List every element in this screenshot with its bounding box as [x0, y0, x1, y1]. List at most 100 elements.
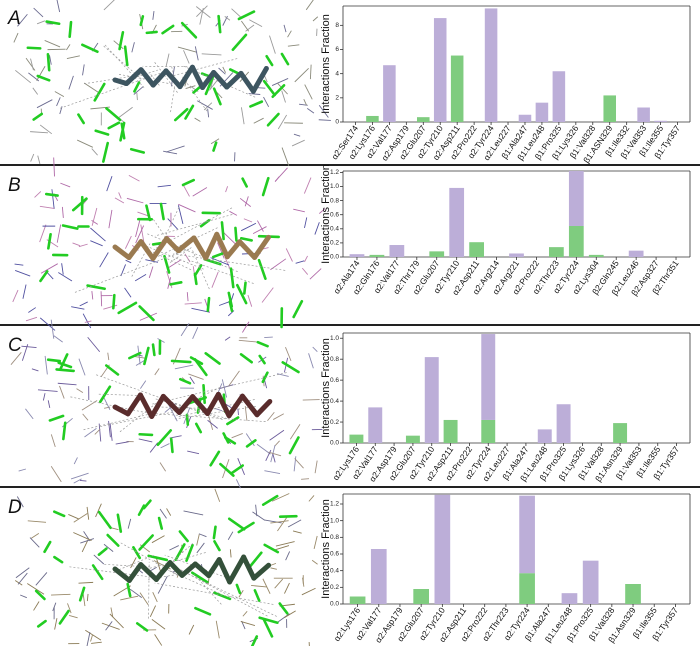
residue-bond	[86, 284, 106, 291]
y-tick-label: 0.2	[330, 240, 339, 247]
molecule-bond	[178, 203, 196, 213]
residue-bond	[145, 30, 158, 35]
residue-bond	[253, 589, 261, 602]
molecule-bond	[134, 356, 146, 359]
residue-bond	[261, 176, 270, 197]
molecule-bond	[252, 226, 267, 234]
residue-bond	[212, 141, 218, 152]
molecule-bond	[257, 87, 266, 89]
ligand-bond	[254, 398, 273, 418]
residue-bond	[77, 113, 85, 125]
molecule-bond	[35, 572, 48, 586]
ligand-bond	[112, 244, 132, 261]
residue-bond	[36, 74, 51, 82]
molecule-bond	[221, 379, 228, 398]
residue-bond	[43, 540, 52, 554]
residue-bond	[178, 530, 189, 543]
molecule-bond	[58, 272, 73, 282]
bar-segment	[518, 114, 532, 122]
molecule-bond	[68, 75, 74, 90]
residue-bond	[180, 21, 198, 39]
molecule-bond	[151, 535, 165, 544]
residue-bond	[157, 516, 164, 530]
molecule-bond	[255, 504, 258, 517]
contact	[69, 566, 160, 579]
residue-bond	[81, 43, 99, 54]
y-tick-label: 0.8	[330, 534, 339, 541]
molecule-bond	[160, 443, 170, 449]
molecule-bond	[292, 530, 302, 534]
y-tick-label: 0.0	[330, 601, 339, 608]
molecule-bond	[108, 209, 113, 229]
contact	[152, 372, 287, 405]
molecule-bond	[137, 211, 150, 217]
residue-bond	[213, 540, 221, 552]
residue-bond	[181, 178, 196, 187]
molecule-bond	[18, 468, 27, 472]
bar-segment	[603, 95, 616, 122]
molecule-bond	[240, 107, 245, 125]
molecule-bond	[78, 243, 88, 248]
molecule-bond	[108, 420, 111, 438]
molecule-bond	[154, 368, 160, 376]
bar-segment	[549, 247, 564, 257]
molecule-bond	[66, 55, 80, 60]
ligand-bond	[206, 557, 222, 579]
molecule-bond	[54, 91, 65, 97]
residue-bond	[139, 15, 145, 27]
molecule-bond	[312, 16, 319, 22]
molecule-bond	[27, 583, 45, 595]
molecule-bond	[36, 99, 53, 109]
residue-bond	[32, 112, 44, 121]
ligand-bond	[176, 394, 196, 416]
ligand-bond	[252, 234, 271, 260]
ligand-bond	[126, 562, 144, 583]
molecule-bond	[54, 618, 58, 630]
molecule-bond	[73, 478, 82, 484]
molecule-bond	[242, 321, 250, 333]
residue-bond	[231, 33, 248, 52]
molecule-bond	[95, 503, 102, 518]
bar-segment	[582, 560, 599, 604]
molecule-bond	[159, 508, 167, 519]
residue-bond	[147, 554, 169, 562]
molecule-bond	[231, 8, 242, 18]
residue-bond	[185, 543, 194, 562]
molecule-bond	[14, 263, 24, 266]
molecule-bond	[285, 347, 292, 362]
molecule-bond	[271, 77, 289, 86]
residue-bond	[118, 30, 125, 51]
residue-bond	[133, 81, 141, 93]
residue-bond	[26, 46, 42, 50]
ligand-bond	[167, 560, 185, 578]
molecule-bond	[30, 131, 48, 134]
residue-bond	[237, 10, 256, 21]
contact	[170, 80, 176, 113]
molecule-bond	[194, 117, 201, 122]
bar-segment	[417, 117, 430, 122]
contact	[154, 207, 180, 259]
contact	[175, 567, 277, 617]
ligand-bond	[250, 65, 269, 94]
molecule-bond	[90, 634, 94, 642]
ligand-bond	[251, 562, 272, 581]
residue-bond	[71, 197, 88, 212]
molecule-bond	[82, 64, 85, 76]
molecule-bond	[110, 607, 114, 618]
ligand-bond	[238, 70, 256, 94]
residue-bond	[249, 100, 264, 108]
molecule-bond	[127, 518, 132, 529]
molecule-bond	[183, 510, 204, 516]
molecule-bond	[227, 531, 234, 540]
molecule-bond	[149, 442, 159, 453]
molecule-bond	[174, 364, 194, 370]
residue-bond	[206, 296, 211, 312]
molecule-bond	[91, 207, 98, 226]
molecule-bond	[184, 253, 191, 263]
ligand-bond	[215, 391, 232, 419]
molecule-bond	[152, 10, 155, 20]
molecule-bond	[241, 620, 246, 630]
contact	[177, 399, 255, 418]
molecule-bond	[308, 495, 315, 502]
molecule-bond	[167, 218, 178, 230]
